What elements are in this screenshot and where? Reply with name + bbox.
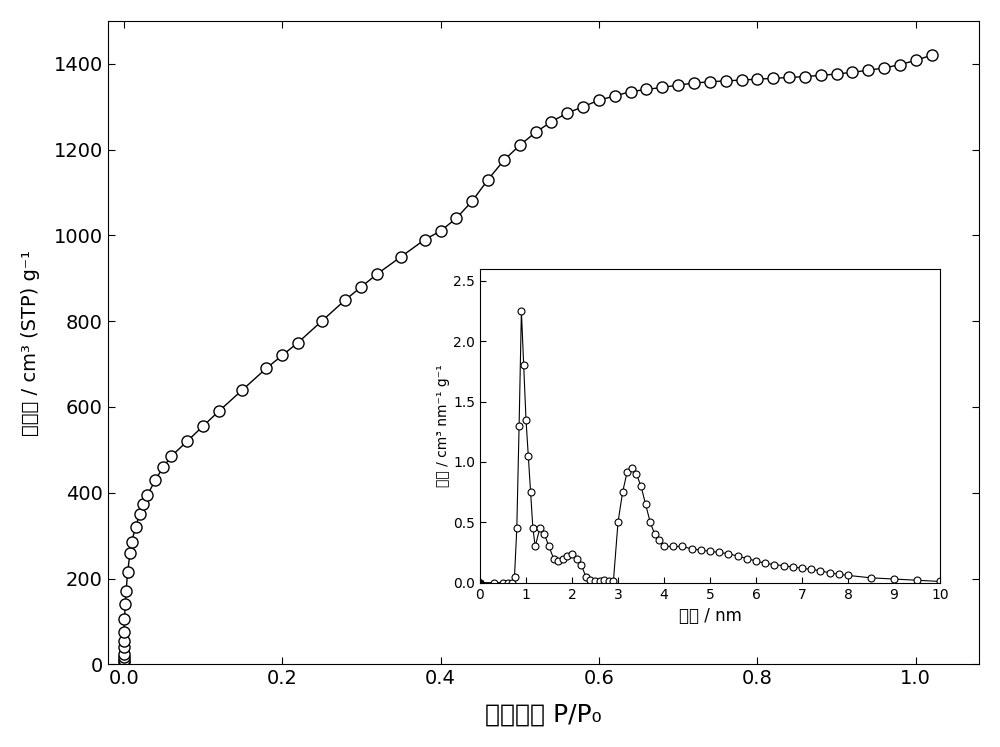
- X-axis label: 孔径 / nm: 孔径 / nm: [679, 607, 741, 625]
- Y-axis label: 孔容 / cm³ nm⁻¹ g⁻¹: 孔容 / cm³ nm⁻¹ g⁻¹: [436, 365, 450, 487]
- X-axis label: 相对压力 P/P₀: 相对压力 P/P₀: [485, 702, 602, 726]
- Y-axis label: 吸附量 / cm³ (STP) g⁻¹: 吸附量 / cm³ (STP) g⁻¹: [21, 249, 40, 436]
